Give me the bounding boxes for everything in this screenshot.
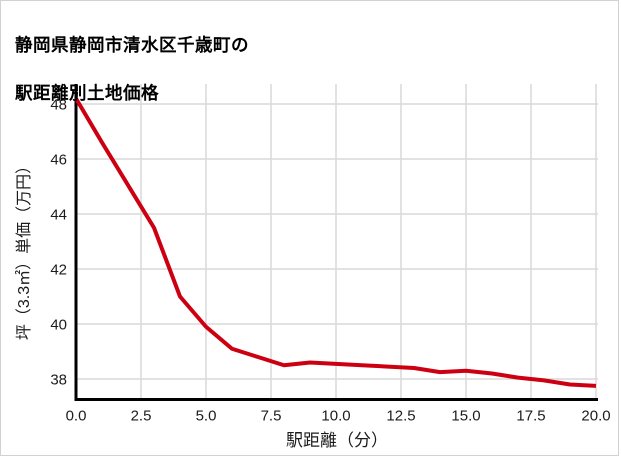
x-tick-label: 5.0 <box>196 408 217 425</box>
horizontal-gridlines <box>76 103 598 380</box>
x-tick-label: 7.5 <box>261 408 282 425</box>
y-axis-title: 坪（3.3㎡）単価（万円） <box>15 158 33 340</box>
y-tick-label: 44 <box>50 207 67 224</box>
x-tick-label: 0.0 <box>66 408 87 425</box>
chart-card: 0.0 2.5 5.0 7.5 10.0 12.5 15.0 17.5 20.0 48 46 44 4… <box>0 0 619 456</box>
price-line-series <box>74 97 597 388</box>
x-tick-label: 2.5 <box>131 408 152 425</box>
page-title-line1: 静岡県静岡市清水区千歳町の <box>15 35 249 56</box>
x-tick-label: 12.5 <box>386 408 415 425</box>
y-tick-label: 46 <box>50 152 67 169</box>
y-tick-label: 38 <box>50 372 67 389</box>
y-tick-label: 48 <box>50 97 67 114</box>
vertical-gridlines <box>75 84 597 400</box>
y-tick-labels: 48 46 44 42 40 38 <box>50 97 67 389</box>
x-tick-label: 17.5 <box>516 408 545 425</box>
page-title: 静岡県静岡市清水区千歳町の 駅距離別土地価格 <box>15 9 249 130</box>
x-axis-title: 駅距離（分） <box>286 431 388 450</box>
x-tick-label: 15.0 <box>451 408 480 425</box>
y-tick-label: 42 <box>50 262 67 279</box>
y-tick-label: 40 <box>50 317 67 334</box>
x-tick-labels: 0.0 2.5 5.0 7.5 10.0 12.5 15.0 17.5 20.0 <box>66 408 611 425</box>
x-tick-label: 10.0 <box>321 408 350 425</box>
page-title-line2: 駅距離別土地価格 <box>15 83 159 104</box>
x-tick-label: 20.0 <box>581 408 610 425</box>
